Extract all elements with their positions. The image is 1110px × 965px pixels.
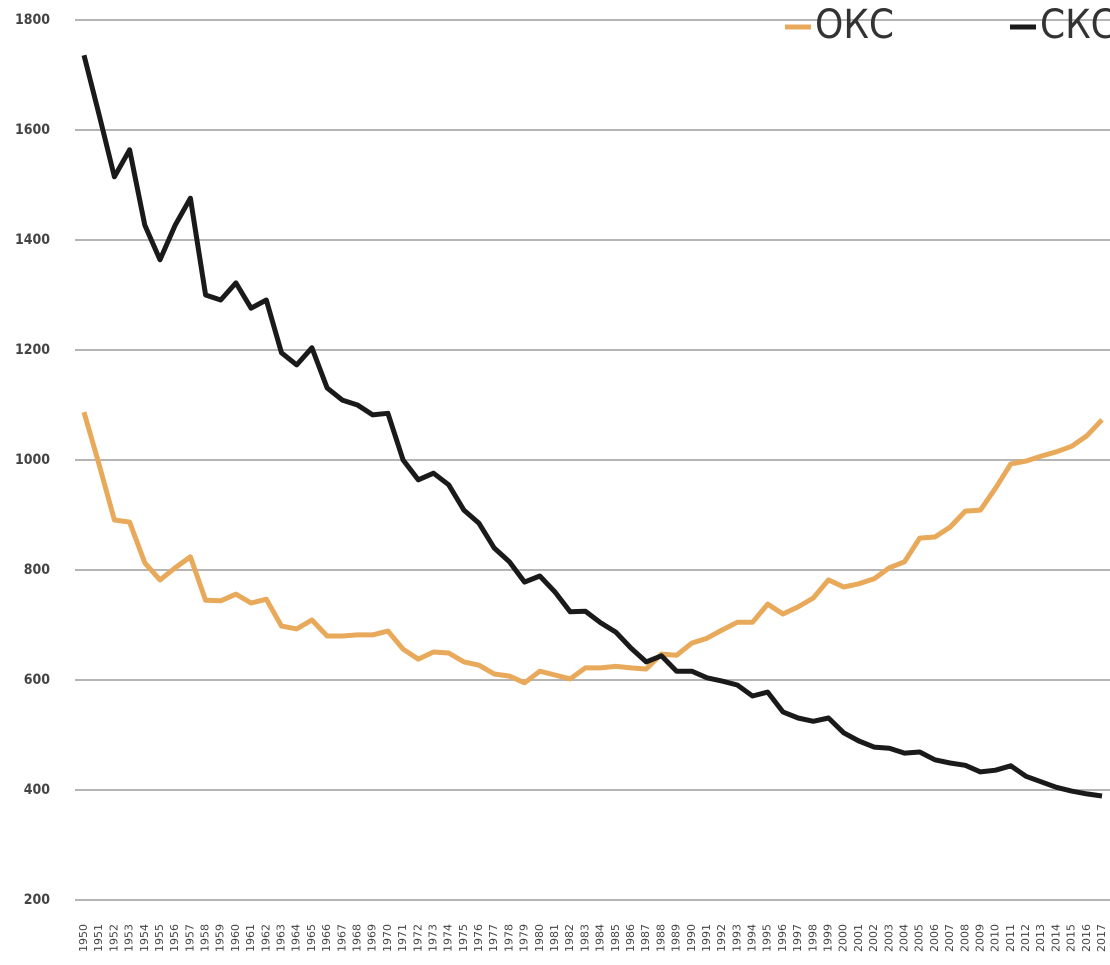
- x-tick-label: 1979: [518, 924, 531, 952]
- legend-label: ОКС: [815, 2, 894, 48]
- x-tick-label: 2015: [1065, 924, 1078, 952]
- x-tick-label: 2007: [943, 924, 956, 952]
- legend-label: СКС: [1040, 2, 1110, 48]
- x-tick-label: 1951: [92, 924, 105, 952]
- x-tick-label: 1970: [381, 924, 394, 952]
- x-tick-label: 1996: [776, 924, 789, 952]
- x-tick-label: 1955: [153, 924, 166, 952]
- x-tick-label: 1984: [594, 924, 607, 952]
- x-tick-label: 1971: [396, 924, 409, 952]
- x-tick-label: 1998: [806, 924, 819, 952]
- x-tick-label: 2009: [973, 924, 986, 952]
- x-tick-label: 1987: [639, 924, 652, 952]
- x-tick-label: 2010: [989, 924, 1002, 952]
- x-tick-label: 1953: [123, 924, 136, 952]
- x-tick-label: 1977: [487, 924, 500, 952]
- x-tick-label: 1964: [290, 924, 303, 952]
- x-tick-label: 2005: [913, 924, 926, 952]
- y-tick-label: 1200: [15, 342, 50, 358]
- y-tick-label: 1000: [15, 452, 50, 468]
- x-tick-label: 1972: [411, 924, 424, 952]
- x-tick-label: 2004: [897, 924, 910, 952]
- x-tick-label: 1974: [442, 924, 455, 952]
- x-tick-label: 1983: [578, 924, 591, 952]
- x-tick-label: 1961: [244, 924, 257, 952]
- x-tick-label: 1973: [426, 924, 439, 952]
- x-tick-label: 1952: [107, 924, 120, 952]
- x-tick-label: 1950: [77, 924, 90, 952]
- x-tick-label: 1989: [670, 924, 683, 952]
- y-tick-label: 200: [24, 892, 51, 908]
- x-tick-label: 1965: [305, 924, 318, 952]
- x-tick-label: 2003: [882, 924, 895, 952]
- y-tick-label: 1600: [15, 122, 50, 138]
- x-tick-label: 1992: [715, 924, 728, 952]
- x-tick-label: 1967: [335, 924, 348, 952]
- x-tick-label: 2011: [1004, 924, 1017, 952]
- x-tick-label: 1966: [320, 924, 333, 952]
- x-tick-label: 1954: [138, 924, 151, 952]
- y-tick-label: 800: [24, 562, 51, 578]
- x-tick-label: 1975: [457, 924, 470, 952]
- x-tick-label: 1968: [350, 924, 363, 952]
- series-line: [81, 411, 1104, 686]
- x-tick-label: 1976: [472, 924, 485, 952]
- y-tick-label: 400: [24, 782, 51, 798]
- x-tick-label: 1959: [214, 924, 227, 952]
- x-tick-label: 2000: [837, 924, 850, 952]
- x-tick-label: 2006: [928, 924, 941, 952]
- x-tick-label: 2014: [1049, 924, 1062, 952]
- x-tick-label: 2002: [867, 924, 880, 952]
- x-tick-label: 1962: [259, 924, 272, 952]
- x-tick-label: 1990: [685, 924, 698, 952]
- y-tick-label: 1800: [15, 12, 50, 28]
- series-line: [81, 54, 1103, 799]
- x-tick-label: 1963: [275, 924, 288, 952]
- x-tick-label: 2017: [1095, 924, 1108, 952]
- x-tick-label: 1958: [199, 924, 212, 952]
- x-tick-label: 2012: [1019, 924, 1032, 952]
- x-tick-label: 1988: [654, 924, 667, 952]
- x-tick-label: 1982: [563, 924, 576, 952]
- y-tick-label: 1400: [15, 232, 50, 248]
- x-tick-label: 1994: [746, 924, 759, 952]
- x-tick-label: 1981: [548, 924, 561, 952]
- x-tick-label: 1993: [730, 924, 743, 952]
- y-tick-label: 600: [24, 672, 51, 688]
- x-tick-label: 2001: [852, 924, 865, 952]
- x-tick-label: 2013: [1034, 924, 1047, 952]
- x-tick-label: 1995: [761, 924, 774, 952]
- x-tick-label: 2016: [1080, 924, 1093, 952]
- x-tick-label: 1991: [700, 924, 713, 952]
- x-tick-label: 2008: [958, 924, 971, 952]
- x-tick-label: 1960: [229, 924, 242, 952]
- x-tick-label: 1978: [502, 924, 515, 952]
- x-tick-label: 1956: [168, 924, 181, 952]
- x-tick-label: 1985: [609, 924, 622, 952]
- x-tick-label: 1980: [533, 924, 546, 952]
- x-tick-label: 1999: [822, 924, 835, 952]
- x-tick-label: 1969: [366, 924, 379, 952]
- x-tick-label: 1986: [624, 924, 637, 952]
- x-tick-label: 1957: [183, 924, 196, 952]
- x-tick-label: 1997: [791, 924, 804, 952]
